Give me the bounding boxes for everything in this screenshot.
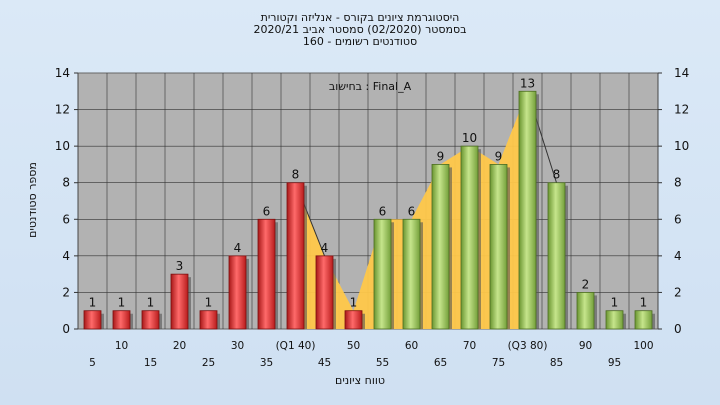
bar-value-label: 2 bbox=[582, 277, 590, 291]
x-tick-label: 15 bbox=[144, 357, 157, 369]
bar-value-label: 8 bbox=[292, 168, 300, 182]
y-tick-label-left: 4 bbox=[62, 249, 70, 263]
bar-value-label: 6 bbox=[379, 204, 387, 218]
y-axis-label: מספר סטודנטים bbox=[26, 162, 39, 238]
bar bbox=[170, 273, 189, 330]
bar-value-label: 4 bbox=[321, 241, 329, 255]
x-tick-label: 30 bbox=[231, 340, 244, 352]
bar bbox=[431, 164, 450, 330]
x-tick-label: 55 bbox=[376, 357, 389, 369]
x-tick-label: 25 bbox=[202, 357, 215, 369]
y-tick-label-left: 14 bbox=[55, 66, 70, 80]
bar bbox=[576, 292, 595, 330]
chart-title-line2: בסמסטר (02/2020) סמסטר אביב 2020/21 bbox=[253, 23, 467, 36]
bar bbox=[402, 218, 421, 330]
x-tick-label: 70 bbox=[463, 340, 476, 352]
bar bbox=[83, 310, 102, 330]
y-tick-label-right: 12 bbox=[674, 103, 689, 117]
bar-value-label: 1 bbox=[640, 296, 648, 310]
bar bbox=[141, 310, 160, 330]
bar bbox=[605, 310, 624, 330]
bar bbox=[228, 255, 247, 330]
y-tick-label-left: 10 bbox=[55, 139, 70, 153]
bar-value-label: 1 bbox=[611, 296, 619, 310]
y-tick-label-right: 2 bbox=[674, 285, 682, 299]
y-tick-label-left: 0 bbox=[62, 322, 70, 336]
y-tick-label-right: 8 bbox=[674, 176, 682, 190]
bar-value-label: 4 bbox=[234, 241, 242, 255]
bar bbox=[286, 182, 305, 330]
x-tick-label: 50 bbox=[347, 340, 360, 352]
x-axis-label: טווח ציונים bbox=[335, 374, 385, 387]
bar-value-label: 1 bbox=[118, 296, 126, 310]
bar-value-label: 9 bbox=[437, 149, 445, 163]
bar-value-label: 6 bbox=[408, 204, 416, 218]
y-tick-label-right: 0 bbox=[674, 322, 682, 336]
x-tick-label: 95 bbox=[608, 357, 621, 369]
x-tick-label: 60 bbox=[405, 340, 418, 352]
y-tick-label-left: 2 bbox=[62, 285, 70, 299]
bar bbox=[634, 310, 653, 330]
bar-value-label: 1 bbox=[350, 296, 358, 310]
bar bbox=[315, 255, 334, 330]
bar-value-label: 1 bbox=[147, 296, 155, 310]
bar-value-label: 8 bbox=[553, 168, 561, 182]
x-tick-label: 10 bbox=[115, 340, 128, 352]
bar-value-label: 1 bbox=[89, 296, 97, 310]
bar-value-label: 10 bbox=[462, 131, 477, 145]
x-tick-label: 75 bbox=[492, 357, 505, 369]
bar bbox=[373, 218, 392, 330]
bar-value-label: 3 bbox=[176, 259, 184, 273]
x-tick-label: 5 bbox=[89, 357, 96, 369]
x-tick-label: 100 bbox=[633, 340, 653, 352]
y-tick-label-right: 14 bbox=[674, 66, 689, 80]
bar bbox=[257, 218, 276, 330]
bar bbox=[199, 310, 218, 330]
y-tick-label-right: 10 bbox=[674, 139, 689, 153]
bar bbox=[489, 164, 508, 330]
x-tick-label: 35 bbox=[260, 357, 273, 369]
bar-value-label: 13 bbox=[520, 76, 535, 90]
y-tick-label-right: 4 bbox=[674, 249, 682, 263]
bar-value-label: 9 bbox=[495, 149, 503, 163]
y-tick-label-left: 6 bbox=[62, 212, 70, 226]
chart-title-line3: סטודנטים רשומים - 160 bbox=[302, 35, 418, 48]
x-tick-label: 20 bbox=[173, 340, 186, 352]
y-tick-label-right: 6 bbox=[674, 212, 682, 226]
y-tick-label-left: 8 bbox=[62, 176, 70, 190]
x-tick-label: (Q3 80) bbox=[508, 340, 548, 352]
x-tick-label: 65 bbox=[434, 357, 447, 369]
bar bbox=[547, 182, 566, 330]
y-tick-label-left: 12 bbox=[55, 103, 70, 117]
x-tick-label: 85 bbox=[550, 357, 563, 369]
bar bbox=[518, 90, 537, 330]
x-tick-label: 90 bbox=[579, 340, 592, 352]
bar-value-label: 6 bbox=[263, 204, 271, 218]
chart-title-line1: היסטוגרמת ציונים בקורס - אנליזה וקטורית bbox=[260, 11, 460, 24]
x-tick-label: 45 bbox=[318, 357, 331, 369]
x-tick-label: (Q1 40) bbox=[276, 340, 316, 352]
legend-text: בחישוב : Final_A bbox=[329, 80, 412, 93]
bar-value-label: 1 bbox=[205, 296, 213, 310]
bar bbox=[460, 145, 479, 330]
bar bbox=[112, 310, 131, 330]
bar bbox=[344, 310, 363, 330]
